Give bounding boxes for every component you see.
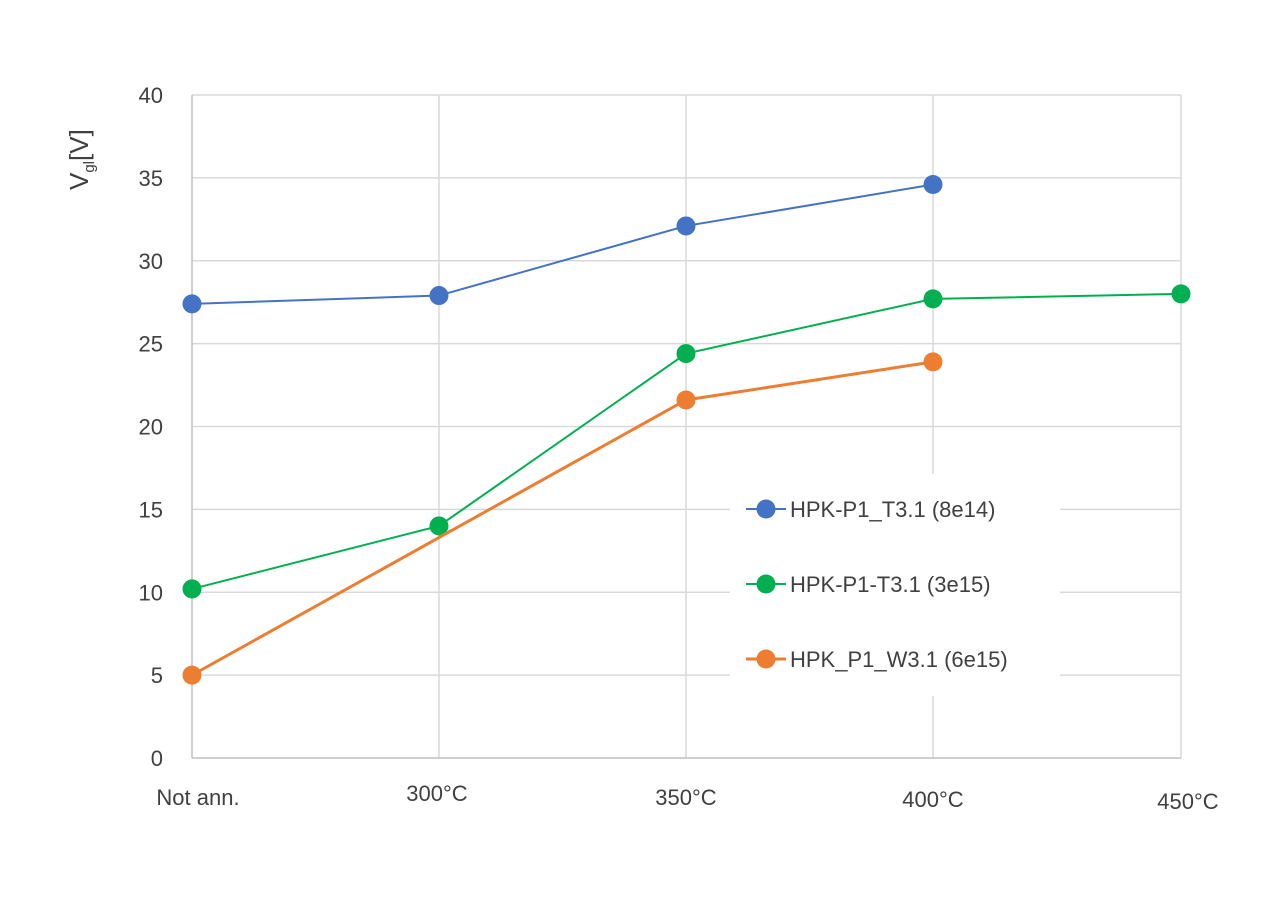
legend-label: HPK_P1_W3.1 (6e15)	[790, 647, 1008, 672]
y-tick-label: 20	[139, 415, 163, 440]
x-tick-label: 350°C	[655, 785, 717, 810]
y-tick-label: 5	[151, 663, 163, 688]
y-tick-label: 40	[139, 83, 163, 108]
legend-entry: HPK_P1_W3.1 (6e15)	[746, 647, 1008, 672]
data-point	[182, 665, 202, 685]
legend-entry: HPK-P1-T3.1 (3e15)	[746, 572, 991, 597]
series-line	[191, 183, 934, 305]
y-axis-title-main: V	[64, 172, 94, 190]
data-point	[182, 294, 202, 314]
data-point	[676, 344, 696, 364]
data-point	[923, 289, 943, 309]
data-point	[923, 175, 943, 195]
y-tick-label: 10	[139, 580, 163, 605]
y-tick-label: 35	[139, 166, 163, 191]
x-tick-label: 300°C	[406, 781, 468, 806]
legend-label: HPK-P1-T3.1 (3e15)	[790, 572, 991, 597]
legend-entry: HPK-P1_T3.1 (8e14)	[746, 497, 995, 522]
data-point	[1171, 284, 1191, 304]
y-axis-title-unit: [V]	[64, 129, 94, 161]
data-point	[923, 352, 943, 372]
y-tick-label: 30	[139, 249, 163, 274]
y-tick-label: 0	[151, 746, 163, 771]
x-tick-label: 400°C	[902, 787, 964, 812]
series-2	[182, 284, 1191, 599]
series-1	[182, 175, 943, 314]
data-point	[182, 579, 202, 599]
series-group	[182, 175, 1191, 685]
legend-marker	[756, 649, 776, 669]
data-point	[676, 216, 696, 236]
legend-marker	[756, 574, 776, 594]
axes	[191, 95, 1181, 759]
y-tick-label: 15	[139, 497, 163, 522]
series-3	[182, 352, 943, 685]
x-tick-label: 450°C	[1157, 789, 1219, 814]
gridlines	[192, 94, 1182, 758]
data-point	[429, 286, 449, 306]
tick-labels: 0 5 10 15 20 25 30 35 40 Not ann. 300°C 350°C 400°C 4…	[139, 83, 1219, 814]
x-tick-label: Not ann.	[156, 785, 239, 810]
y-tick-label: 25	[139, 332, 163, 357]
data-point	[429, 516, 449, 536]
legend: HPK-P1_T3.1 (8e14) HPK-P1-T3.1 (3e15) HPK_…	[730, 474, 1060, 696]
y-axis-title-subscript: gl	[81, 161, 98, 173]
legend-marker	[756, 499, 776, 519]
data-point	[676, 390, 696, 410]
y-axis-title: Vgl[V]	[64, 129, 98, 190]
legend-label: HPK-P1_T3.1 (8e14)	[790, 497, 995, 522]
